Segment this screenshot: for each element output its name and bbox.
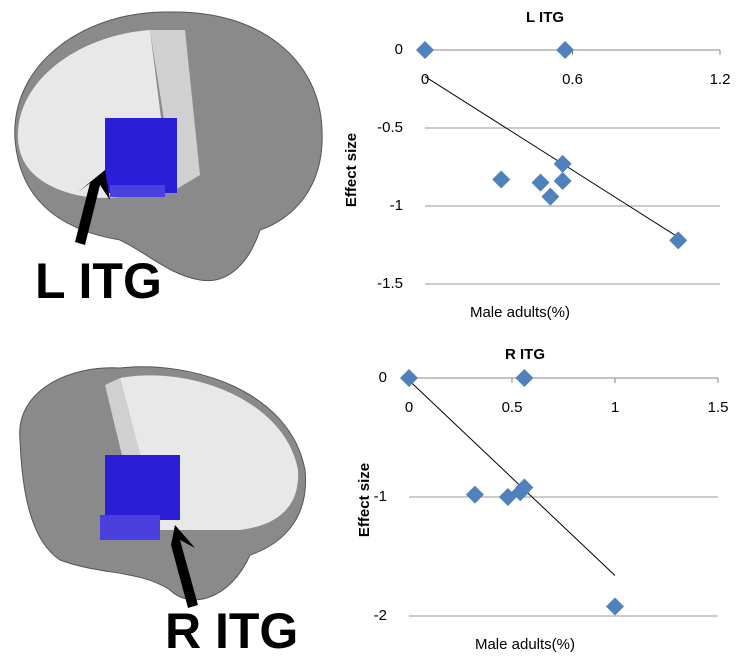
brain-label: L ITG <box>35 253 162 309</box>
x-tick-label: 1.5 <box>708 399 729 416</box>
y-tick-label: -1 <box>374 488 387 505</box>
x-tick-label: 0.5 <box>502 399 523 416</box>
chart-title: L ITG <box>526 9 564 26</box>
x-tick-label: 0 <box>421 71 429 88</box>
marker <box>553 154 572 173</box>
trend-line <box>424 76 679 238</box>
y-tick-label: -1.5 <box>377 275 403 292</box>
marker <box>515 369 534 387</box>
y-tick-label: -0.5 <box>377 119 403 136</box>
marker <box>606 597 624 616</box>
marker <box>465 485 484 504</box>
y-tick-label: -1 <box>390 197 403 214</box>
y-tick-label: 0 <box>395 41 403 58</box>
marker <box>541 187 560 206</box>
marker <box>492 170 511 189</box>
marker <box>669 231 688 250</box>
x-tick-label: 1.2 <box>710 71 731 88</box>
brain-image-right: R ITG <box>19 366 307 659</box>
x-tick-label: 0.6 <box>562 71 583 88</box>
marker <box>515 478 534 497</box>
marker <box>400 369 418 387</box>
marker <box>416 41 434 59</box>
brain-label: R ITG <box>165 603 298 659</box>
marker <box>553 172 572 191</box>
chart-title: R ITG <box>505 346 545 363</box>
x-axis-title: Male adults(%) <box>475 636 575 653</box>
y-axis-title: Effect size <box>343 133 360 207</box>
marker <box>531 173 550 192</box>
y-tick-label: -2 <box>374 607 387 624</box>
x-axis-title: Male adults(%) <box>470 304 570 321</box>
x-tick-label: 1 <box>611 399 619 416</box>
brain-image-left: L ITG <box>14 11 323 309</box>
x-tick-label: 0 <box>405 399 413 416</box>
marker <box>556 41 575 59</box>
y-axis-title: Effect size <box>356 463 373 537</box>
trend-line <box>408 380 616 576</box>
y-tick-label: 0 <box>379 369 387 386</box>
